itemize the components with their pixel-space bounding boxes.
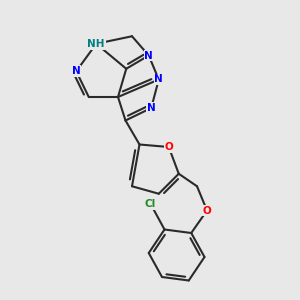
Text: O: O (164, 142, 173, 152)
Text: O: O (202, 206, 211, 215)
Text: N: N (72, 66, 81, 76)
Text: N: N (144, 50, 153, 61)
Text: NH: NH (88, 39, 105, 49)
Text: Cl: Cl (145, 199, 156, 209)
Text: N: N (147, 103, 156, 113)
Text: N: N (154, 74, 163, 85)
